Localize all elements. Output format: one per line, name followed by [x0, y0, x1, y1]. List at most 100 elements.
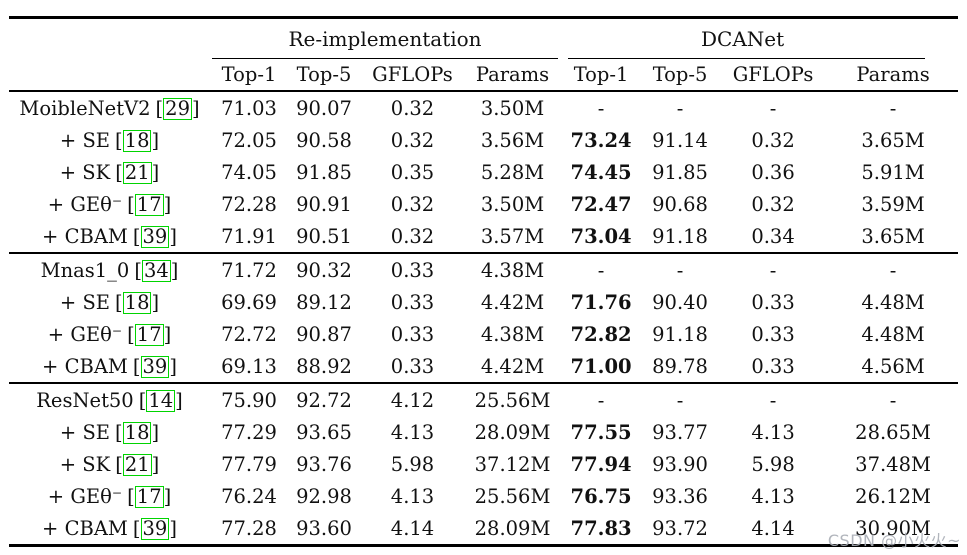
value-cell: 4.56M: [861, 354, 925, 378]
citation-link[interactable]: 17: [134, 322, 164, 346]
model-label-cell: MoibleNetV2[29]: [9, 91, 210, 124]
value-cell: 90.40: [652, 290, 708, 314]
value-cell: 93.36: [652, 484, 708, 508]
citation-bracket-close: ]: [151, 420, 160, 444]
model-name: + SK: [59, 452, 111, 476]
citation-bracket-close: ]: [151, 160, 160, 184]
model-label-cell: + GEθ⁻[17]: [9, 318, 210, 350]
value-cell: 0.32: [751, 128, 795, 152]
value-cell: 91.85: [296, 160, 352, 184]
csdn-watermark: CSDN @小火火~: [827, 531, 961, 550]
value-cell: 74.05: [221, 160, 277, 184]
value-cell: -: [642, 252, 719, 286]
citation-bracket-open: [: [115, 160, 123, 184]
citation-link[interactable]: 21: [122, 160, 152, 184]
value-cell: 26.12M: [855, 484, 931, 508]
value-cell: 0.33: [390, 354, 435, 378]
value-cell: -: [828, 252, 959, 286]
value-cell: 0.34: [751, 224, 795, 248]
citation-bracket-open: [: [127, 484, 135, 508]
value-cell: 72.28: [221, 192, 277, 216]
value-cell: 0.33: [390, 322, 435, 346]
value-cell: 25.56M: [474, 484, 551, 508]
value-cell: 90.68: [652, 192, 708, 216]
citation-link[interactable]: 39: [140, 224, 170, 248]
value-cell: 74.45: [570, 160, 632, 184]
citation-bracket-open: [: [115, 420, 123, 444]
value-cell: 3.57M: [480, 224, 545, 248]
model-name: MoibleNetV2: [19, 96, 151, 120]
citation-link[interactable]: 17: [134, 192, 164, 216]
value-cell: 93.90: [652, 452, 708, 476]
value-cell: 0.36: [751, 160, 795, 184]
model-label-cell: ResNet50[14]: [9, 382, 210, 416]
model-label-cell: + GEθ⁻[17]: [9, 480, 210, 512]
citation-link[interactable]: 39: [140, 354, 170, 378]
value-cell: -: [828, 382, 959, 416]
value-cell: 71.72: [210, 252, 288, 286]
value-cell: 90.51: [296, 224, 352, 248]
model-name: + CBAM: [42, 516, 128, 540]
value-cell: 4.42M: [480, 354, 545, 378]
value-cell: 28.09M: [474, 420, 551, 444]
model-label-cell: + CBAM[39]: [9, 512, 210, 546]
citation-link[interactable]: 18: [122, 128, 152, 152]
value-cell: 90.87: [296, 322, 352, 346]
value-cell: 77.29: [221, 420, 277, 444]
citation-bracket-open: [: [132, 354, 141, 378]
citation-link[interactable]: 14: [146, 388, 176, 412]
group-header-dcanet: DCANet: [560, 18, 958, 60]
value-cell: 30.90M: [855, 516, 931, 540]
block-mnas: Mnas1_0[34] 71.72 90.32 0.33 4.38M - - - - + SE[1…: [9, 252, 959, 383]
value-cell: 25.56M: [465, 382, 561, 416]
citation-bracket-open: [: [115, 290, 123, 314]
citation-link[interactable]: 34: [141, 258, 171, 282]
value-cell: 5.28M: [480, 160, 545, 184]
group-header-reimplementation: Re-implementation: [210, 18, 560, 60]
col-header-reimpl-params: Params: [465, 59, 561, 92]
value-cell: 4.13: [390, 484, 435, 508]
value-cell: 0.33: [360, 252, 465, 286]
model-name: + CBAM: [42, 224, 128, 248]
block-resnet50: ResNet50[14] 75.90 92.72 4.12 25.56M - - - - + SE…: [9, 382, 959, 546]
value-cell: 77.79: [221, 452, 277, 476]
model-name: + GEθ⁻: [47, 322, 123, 346]
citation-bracket-close: ]: [151, 128, 160, 152]
citation-link[interactable]: 17: [134, 484, 164, 508]
corner-cell: [9, 18, 210, 60]
citation-bracket-close: ]: [151, 452, 160, 476]
value-cell: 71.76: [570, 290, 632, 314]
value-cell: 92.72: [288, 382, 360, 416]
value-cell: -: [718, 382, 829, 416]
value-cell: 89.12: [296, 290, 352, 314]
model-label-cell: + CBAM[39]: [9, 350, 210, 383]
col-header-reimpl-top5: Top-5: [288, 59, 360, 92]
col-header-dcanet-top5: Top-5: [642, 59, 719, 92]
citation-link[interactable]: 21: [122, 452, 152, 476]
citation-link[interactable]: 18: [122, 290, 152, 314]
value-cell: 4.38M: [480, 322, 545, 346]
value-cell: 4.14: [751, 516, 795, 540]
value-cell: 37.12M: [474, 452, 551, 476]
value-cell: 4.13: [751, 420, 795, 444]
value-cell: 4.48M: [861, 290, 925, 314]
value-cell: 4.14: [390, 516, 435, 540]
value-cell: 93.65: [296, 420, 352, 444]
value-cell: 0.33: [390, 290, 435, 314]
value-cell: 93.72: [652, 516, 708, 540]
value-cell: 76.75: [570, 484, 632, 508]
value-cell: 73.24: [570, 128, 632, 152]
value-cell: 91.18: [652, 322, 708, 346]
value-cell: 77.28: [221, 516, 277, 540]
citation-link[interactable]: 39: [140, 516, 170, 540]
citation-bracket-open: [: [132, 224, 141, 248]
model-label-cell: + CBAM[39]: [9, 220, 210, 253]
citation-link[interactable]: 29: [163, 96, 192, 120]
group-label-dcanet: DCANet: [700, 27, 785, 51]
value-cell: 5.98: [751, 452, 795, 476]
value-cell: 72.05: [221, 128, 277, 152]
group-header-row: Re-implementation DCANet: [9, 18, 958, 60]
citation-bracket-close: ]: [170, 258, 179, 282]
value-cell: 71.00: [570, 354, 632, 378]
citation-link[interactable]: 18: [122, 420, 152, 444]
